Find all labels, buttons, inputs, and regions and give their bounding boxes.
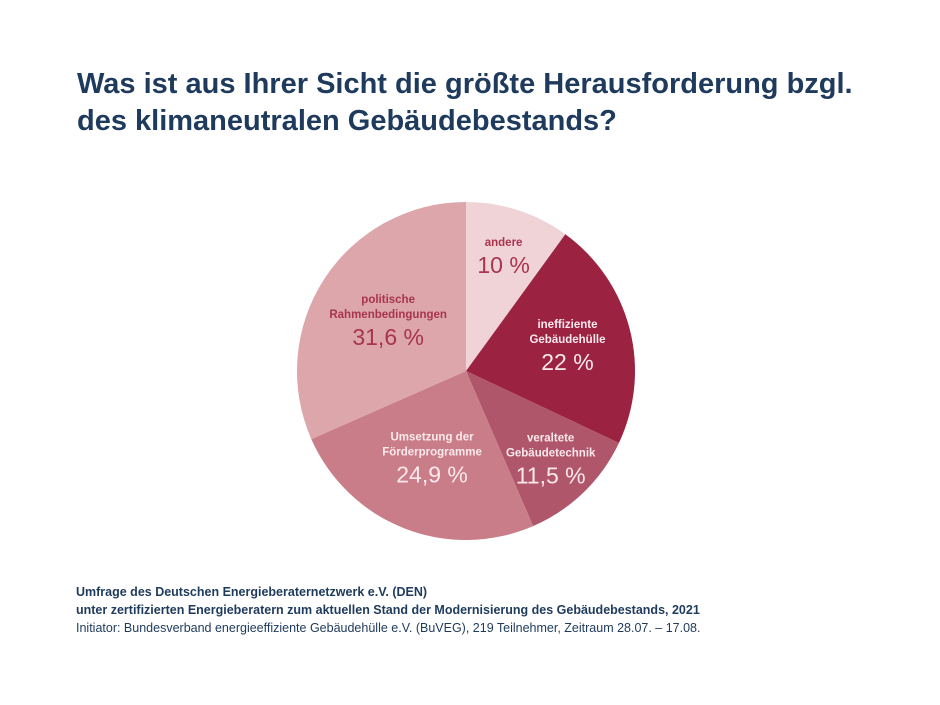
slice-label: Umsetzung der [391, 432, 475, 444]
slice-label: Rahmenbedingungen [329, 309, 447, 321]
pie-slice [466, 202, 566, 371]
slice-label: Gebäudetechnik [506, 447, 596, 459]
pie-slice [297, 202, 466, 440]
pie-slice [466, 371, 619, 527]
footer-line-3: Initiator: Bundesverband energieeffizien… [76, 621, 701, 635]
chart-title: Was ist aus Ihrer Sicht die größte Herau… [77, 68, 853, 137]
slice-label: Förderprogramme [382, 447, 482, 459]
slice-value-label: 11,5 % [516, 462, 586, 488]
pie-slice [311, 371, 534, 540]
slice-label: veraltete [527, 432, 574, 444]
slice-value-label: 24,9 % [396, 462, 468, 488]
slice-label: Gebäudehülle [529, 334, 605, 346]
slice-value-label: 31,6 % [352, 324, 424, 350]
slice-label: andere [485, 237, 523, 249]
slice-value-label: 22 % [541, 349, 593, 375]
slice-label: ineffiziente [537, 319, 597, 331]
footer: Umfrage des Deutschen Energieberaternetz… [76, 583, 700, 637]
pie-slice [466, 234, 635, 443]
footer-line-1: Umfrage des Deutschen Energieberaternetz… [76, 585, 428, 599]
slice-label: politische [361, 294, 415, 306]
footer-line-2: unter zertifizierten Energieberatern zum… [76, 603, 700, 617]
slice-value-label: 10 % [477, 252, 529, 278]
